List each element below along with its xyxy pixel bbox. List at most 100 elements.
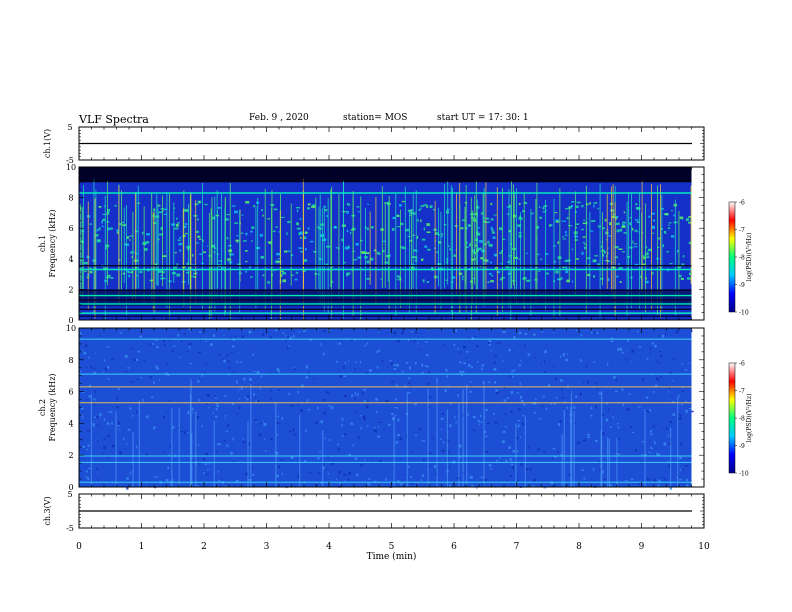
spectrogram-noise: [236, 241, 239, 243]
spectrogram-noise: [102, 213, 107, 215]
spectrogram-noise: [620, 228, 623, 232]
spectrogram-noise: [477, 419, 480, 423]
spectrogram-noise: [273, 462, 277, 464]
spectrogram-noise: [560, 277, 563, 280]
spectrogram-noise: [245, 232, 248, 236]
spectrogram-noise: [367, 483, 371, 486]
spectrogram-noise: [508, 349, 511, 352]
spectrogram-noise: [336, 478, 338, 480]
spectrogram-noise: [164, 208, 168, 211]
spectrogram-noise: [330, 483, 332, 485]
spectrogram-noise: [565, 266, 568, 269]
spectrogram-noise: [469, 475, 473, 479]
spectrogram-noise: [510, 391, 514, 394]
spectrogram-noise: [556, 278, 562, 281]
spectrogram-noise: [394, 407, 397, 409]
spectrogram-noise: [354, 367, 356, 370]
spectrogram-noise: [343, 473, 347, 476]
spectrogram-noise: [562, 238, 567, 240]
spectrogram-noise: [427, 382, 430, 385]
spectrogram-noise: [611, 337, 613, 340]
spectrogram-noise: [220, 478, 223, 480]
spectrogram-noise: [86, 366, 88, 369]
spectrogram-noise: [565, 207, 569, 210]
spectrogram-noise: [110, 277, 114, 279]
spectrogram-noise: [357, 211, 360, 213]
spectrogram-noise: [690, 330, 693, 333]
spectrogram-noise: [359, 239, 363, 242]
colorbar-tick-label: -6: [739, 200, 745, 207]
spectrogram-noise: [281, 472, 284, 475]
spectrogram-noise: [648, 215, 651, 218]
spectrogram-noise: [293, 434, 297, 436]
spectrogram-noise: [226, 353, 229, 357]
spectrogram-noise: [581, 439, 585, 442]
spectrogram-noise: [103, 446, 106, 450]
spectrogram-noise: [462, 275, 464, 278]
spectrogram-noise: [490, 202, 493, 206]
spectrogram-noise: [244, 396, 247, 399]
spectrogram-noise: [487, 281, 490, 284]
spectrogram-noise: [124, 354, 128, 358]
spectrogram-noise: [545, 253, 549, 255]
x-tick-label: 7: [514, 542, 520, 552]
spectrogram-noise: [542, 396, 545, 398]
spectrogram-noise: [513, 369, 516, 372]
spectrogram-noise: [341, 424, 344, 427]
spectrogram-noise: [323, 330, 326, 333]
spectrogram-noise: [499, 278, 503, 281]
spectrogram-noise: [366, 425, 369, 427]
spectrogram-noise: [651, 225, 656, 229]
spectrogram-noise: [576, 441, 580, 445]
spectrogram-noise: [512, 450, 516, 453]
spectrogram-noise: [560, 388, 563, 390]
spectrogram-noise: [479, 240, 483, 243]
spectrogram-noise: [80, 370, 82, 373]
spectrogram-noise: [87, 477, 90, 480]
spectrogram-noise: [305, 429, 307, 432]
spectrogram-noise: [649, 353, 651, 355]
spectrogram-noise: [171, 349, 174, 352]
spectrogram-noise: [226, 236, 229, 240]
spectrogram-noise: [236, 235, 239, 237]
spectrogram-noise: [371, 226, 374, 229]
spectrogram-noise: [280, 274, 283, 277]
spectrogram-noise: [518, 202, 521, 205]
spectrogram-noise: [223, 440, 226, 442]
spectrogram-noise: [537, 448, 540, 452]
spectrogram-noise: [96, 468, 98, 470]
spectrogram-noise: [631, 361, 633, 363]
spectrogram-noise: [609, 222, 612, 226]
spectrogram-noise: [597, 225, 602, 228]
spectrogram-noise: [320, 482, 323, 484]
spectrogram-noise: [566, 216, 569, 220]
spectrogram-noise: [353, 258, 358, 261]
spectrogram-noise: [481, 367, 483, 371]
spectrogram-noise: [442, 459, 444, 461]
spectrogram-noise: [276, 474, 279, 478]
spectrogram-noise: [583, 219, 585, 221]
spectrogram-noise: [355, 411, 357, 414]
spectrogram-noise: [635, 449, 637, 452]
spectrogram-noise: [325, 263, 329, 266]
spectrogram-noise: [562, 236, 565, 238]
spectrogram-noise: [387, 365, 389, 367]
spectrogram-noise: [583, 477, 586, 480]
spectrogram-noise: [282, 279, 287, 283]
spectrogram-noise: [597, 263, 601, 266]
spectrogram-noise: [269, 337, 273, 339]
spectrogram-noise: [122, 438, 125, 441]
spectrogram-noise: [542, 363, 544, 366]
spectrogram-noise: [617, 438, 620, 441]
spectrogram-noise: [550, 481, 554, 485]
spectrogram-noise: [661, 334, 665, 338]
spectrogram-noise: [433, 465, 437, 468]
spectrogram-noise: [567, 207, 570, 209]
spectrogram-noise: [441, 413, 445, 415]
spectrogram-noise: [429, 465, 431, 468]
spectrogram-noise: [658, 335, 662, 337]
spectrogram-noise: [378, 426, 380, 428]
spectrogram-noise: [553, 449, 555, 451]
spectrogram-noise: [664, 332, 667, 336]
spectrogram-noise: [253, 393, 255, 396]
